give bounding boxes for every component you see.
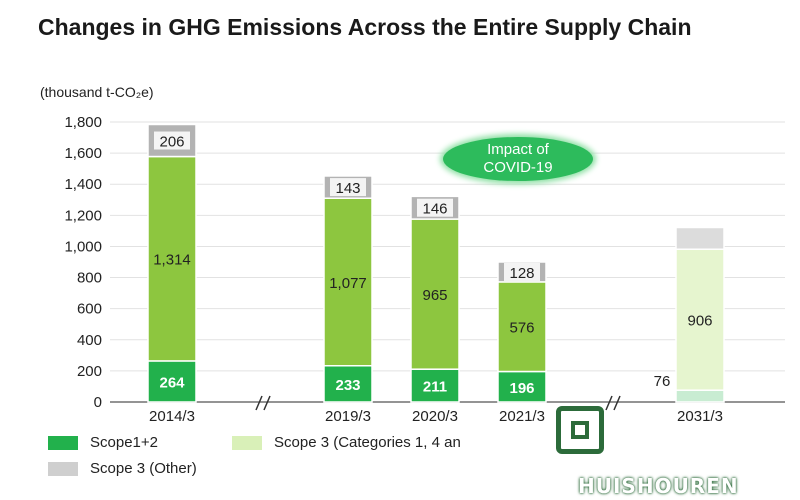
covid-bubble-line-1: Impact of — [487, 141, 549, 158]
x-tick-label: 2014/3 — [149, 408, 195, 425]
y-tick-label: 1,200 — [64, 207, 102, 224]
y-tick-label: 600 — [77, 301, 102, 318]
bar-segment — [497, 370, 547, 403]
watermark-logo-icon — [556, 406, 604, 454]
data-label: 576 — [509, 320, 534, 337]
y-tick-label: 1,400 — [64, 176, 102, 193]
bar-segment — [675, 248, 725, 391]
legend-swatch-scope3-other — [48, 461, 78, 476]
y-tick-label: 1,600 — [64, 145, 102, 162]
legend-swatch-scope3-categories — [232, 435, 262, 450]
legend-swatch-scope12 — [48, 435, 78, 450]
bar-segment — [410, 368, 460, 403]
bar-segment — [323, 365, 373, 403]
watermark-text: HUISHOUREN — [578, 474, 739, 498]
data-label: 965 — [422, 287, 447, 304]
bar-segment — [675, 389, 725, 403]
data-label: 196 — [509, 380, 534, 397]
data-label-bg — [154, 131, 190, 150]
covid-impact-bubble: Impact of COVID-19 — [443, 137, 593, 181]
y-axis-unit-label: (thousand t-CO₂e) — [40, 84, 154, 100]
data-label-bg — [504, 262, 540, 281]
axis-break-mark — [605, 395, 621, 411]
axis-break-mark — [255, 395, 271, 411]
bar-segment — [410, 218, 460, 370]
bar-segment — [147, 360, 197, 403]
data-label: 233 — [335, 377, 360, 394]
legend-label-scope3-other: Scope 3 (Other) — [90, 460, 197, 477]
data-label: 1,314 — [153, 252, 191, 269]
data-label: 206 — [159, 134, 184, 151]
bar-segment — [323, 197, 373, 367]
data-label: 76 — [654, 373, 671, 390]
data-label: 143 — [335, 180, 360, 197]
x-tick-label: 2031/3 — [677, 408, 723, 425]
y-tick-label: 400 — [77, 332, 102, 349]
data-label: 146 — [422, 201, 447, 218]
legend-label-scope12: Scope1+2 — [90, 434, 158, 451]
x-tick-label: 2020/3 — [412, 408, 458, 425]
covid-bubble-line-2: COVID-19 — [483, 159, 553, 176]
data-label: 264 — [159, 374, 185, 391]
y-tick-label: 200 — [77, 363, 102, 380]
x-tick-label: 2021/3 — [499, 408, 545, 425]
data-label-bg — [330, 178, 366, 197]
x-tick-label: 2019/3 — [325, 408, 371, 425]
bar-segment — [675, 226, 725, 250]
y-tick-label: 0 — [94, 394, 102, 411]
y-tick-label: 800 — [77, 270, 102, 287]
y-tick-label: 1,800 — [64, 114, 102, 131]
legend-item-scope12: Scope1+2 — [48, 434, 158, 451]
data-label: 211 — [423, 379, 447, 396]
data-label-bg — [417, 198, 453, 217]
chart-title: Changes in GHG Emissions Across the Enti… — [38, 14, 692, 40]
legend-item-scope3-categories: Scope 3 (Categories 1, 4 an — [232, 434, 461, 451]
legend-item-scope3-other: Scope 3 (Other) — [48, 460, 197, 477]
legend-label-scope3-categories: Scope 3 (Categories 1, 4 an — [274, 434, 461, 451]
data-label: 906 — [687, 313, 712, 330]
y-tick-label: 1,000 — [64, 238, 102, 255]
data-label: 128 — [509, 265, 534, 282]
data-label: 1,077 — [329, 275, 367, 292]
